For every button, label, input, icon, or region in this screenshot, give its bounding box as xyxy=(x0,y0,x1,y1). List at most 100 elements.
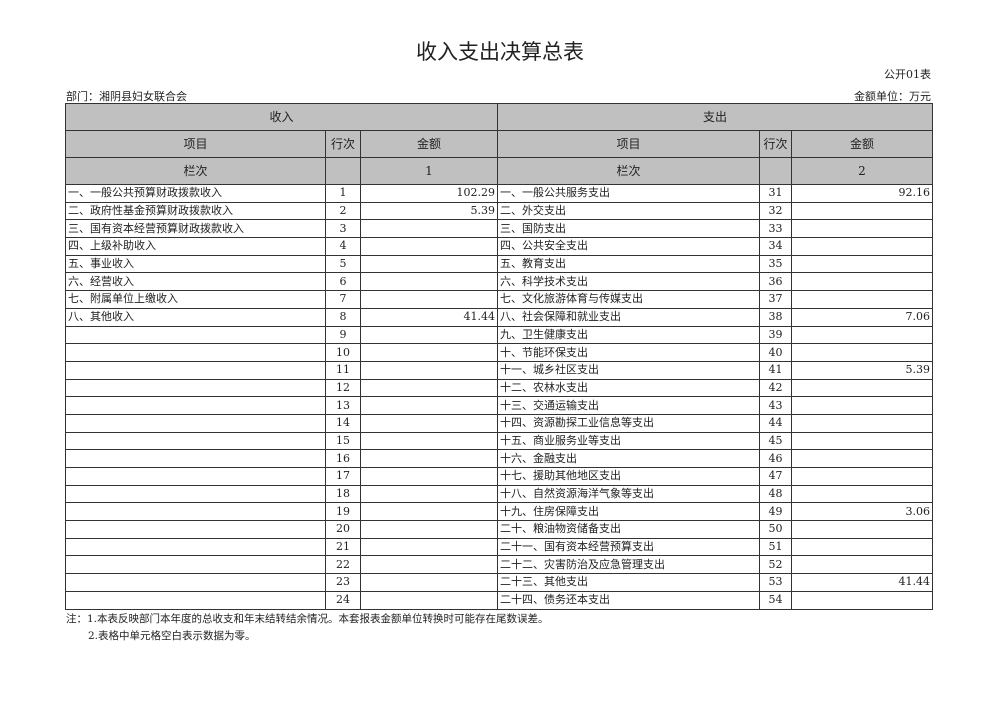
income-item xyxy=(65,502,326,522)
income-amount: 41.44 xyxy=(360,307,498,327)
expense-row-no: 32 xyxy=(759,201,792,221)
expense-item: 十六、金融支出 xyxy=(497,449,760,468)
expense-row-no: 44 xyxy=(759,413,792,433)
income-item: 三、国有资本经营预算财政拨款收入 xyxy=(65,219,326,239)
expense-amount: 3.06 xyxy=(791,502,933,522)
expense-item: 十、节能环保支出 xyxy=(497,343,760,362)
income-row-no: 13 xyxy=(325,396,361,415)
expense-row-no: 33 xyxy=(759,219,792,239)
income-amount xyxy=(360,272,498,292)
income-item xyxy=(65,555,326,575)
income-row-no: 20 xyxy=(325,520,361,539)
expense-amount xyxy=(791,590,933,610)
income-item xyxy=(65,325,326,345)
income-amount xyxy=(360,343,498,362)
income-item xyxy=(65,343,326,362)
table-row: 三、国有资本经营预算财政拨款收入 3 三、国防支出 33 xyxy=(65,219,933,239)
expense-row-no: 52 xyxy=(759,555,792,575)
income-item xyxy=(65,431,326,451)
income-item xyxy=(65,573,326,592)
table-row: 12 十二、农林水支出 42 xyxy=(65,378,933,398)
expense-row-no: 37 xyxy=(759,290,792,309)
table-row: 13 十三、交通运输支出 43 xyxy=(65,396,933,415)
income-amount xyxy=(360,484,498,504)
income-row-no: 24 xyxy=(325,590,361,610)
income-rowno-header: 行次 xyxy=(325,130,361,158)
expense-item: 九、卫生健康支出 xyxy=(497,325,760,345)
table-row: 14 十四、资源勘探工业信息等支出 44 xyxy=(65,413,933,433)
expense-amount xyxy=(791,413,933,433)
income-amount xyxy=(360,502,498,522)
expense-rowno-header: 行次 xyxy=(759,130,792,158)
note-2: 2.表格中单元格空白表示数据为零。 xyxy=(88,630,256,642)
expense-item: 十七、援助其他地区支出 xyxy=(497,467,760,486)
expense-amount xyxy=(791,520,933,539)
expense-item: 四、公共安全支出 xyxy=(497,237,760,256)
income-amount xyxy=(360,573,498,592)
table-row: 19 十九、住房保障支出 49 3.06 xyxy=(65,502,933,522)
expense-amount: 41.44 xyxy=(791,573,933,592)
expense-row-no: 36 xyxy=(759,272,792,292)
expense-item: 六、科学技术支出 xyxy=(497,272,760,292)
income-item xyxy=(65,378,326,398)
income-item xyxy=(65,360,326,380)
expense-item: 三、国防支出 xyxy=(497,219,760,239)
expense-item: 十四、资源勘探工业信息等支出 xyxy=(497,413,760,433)
income-amount xyxy=(360,413,498,433)
expense-amount-header: 金额 xyxy=(791,130,933,158)
expense-amount xyxy=(791,254,933,274)
income-row-no: 14 xyxy=(325,413,361,433)
income-amount xyxy=(360,378,498,398)
income-item xyxy=(65,537,326,557)
table-row: 22 二十二、灾害防治及应急管理支出 52 xyxy=(65,555,933,575)
expense-item-header: 项目 xyxy=(497,130,760,158)
expense-amount xyxy=(791,537,933,557)
income-amount xyxy=(360,290,498,309)
income-item: 七、附属单位上缴收入 xyxy=(65,290,326,309)
income-item: 五、事业收入 xyxy=(65,254,326,274)
income-item: 一、一般公共预算财政拨款收入 xyxy=(65,184,326,203)
income-row-no: 4 xyxy=(325,237,361,256)
income-column-number: 1 xyxy=(360,157,498,185)
expense-amount xyxy=(791,201,933,221)
expense-amount: 5.39 xyxy=(791,360,933,380)
expense-amount: 7.06 xyxy=(791,307,933,327)
income-row-no: 5 xyxy=(325,254,361,274)
expense-amount xyxy=(791,484,933,504)
table-row: 9 九、卫生健康支出 39 xyxy=(65,325,933,345)
expense-row-no: 53 xyxy=(759,573,792,592)
income-item xyxy=(65,449,326,468)
income-row-no: 7 xyxy=(325,290,361,309)
income-row-no: 1 xyxy=(325,184,361,203)
income-item: 六、经营收入 xyxy=(65,272,326,292)
unit-label: 金额单位：万元 xyxy=(854,90,931,103)
income-item xyxy=(65,590,326,610)
income-row-no: 18 xyxy=(325,484,361,504)
income-row-no: 21 xyxy=(325,537,361,557)
income-row-no: 19 xyxy=(325,502,361,522)
income-amount xyxy=(360,396,498,415)
table-row: 20 二十、粮油物资储备支出 50 xyxy=(65,520,933,539)
income-row-no: 6 xyxy=(325,272,361,292)
income-item xyxy=(65,484,326,504)
expense-amount xyxy=(791,325,933,345)
expense-row-no: 41 xyxy=(759,360,792,380)
expense-row-no: 54 xyxy=(759,590,792,610)
form-code: 公开01表 xyxy=(884,68,931,81)
expense-amount xyxy=(791,396,933,415)
income-row-no: 17 xyxy=(325,467,361,486)
expense-amount xyxy=(791,343,933,362)
expense-item: 五、教育支出 xyxy=(497,254,760,274)
income-item xyxy=(65,413,326,433)
table-row: 七、附属单位上缴收入 7 七、文化旅游体育与传媒支出 37 xyxy=(65,290,933,309)
income-item xyxy=(65,396,326,415)
table-row: 23 二十三、其他支出 53 41.44 xyxy=(65,573,933,592)
income-amount xyxy=(360,555,498,575)
expense-row-no: 47 xyxy=(759,467,792,486)
table-row: 二、政府性基金预算财政拨款收入 2 5.39 二、外交支出 32 xyxy=(65,201,933,221)
expense-amount xyxy=(791,467,933,486)
income-amount xyxy=(360,537,498,557)
expense-item: 八、社会保障和就业支出 xyxy=(497,307,760,327)
expense-row-no: 31 xyxy=(759,184,792,203)
income-row-no: 9 xyxy=(325,325,361,345)
